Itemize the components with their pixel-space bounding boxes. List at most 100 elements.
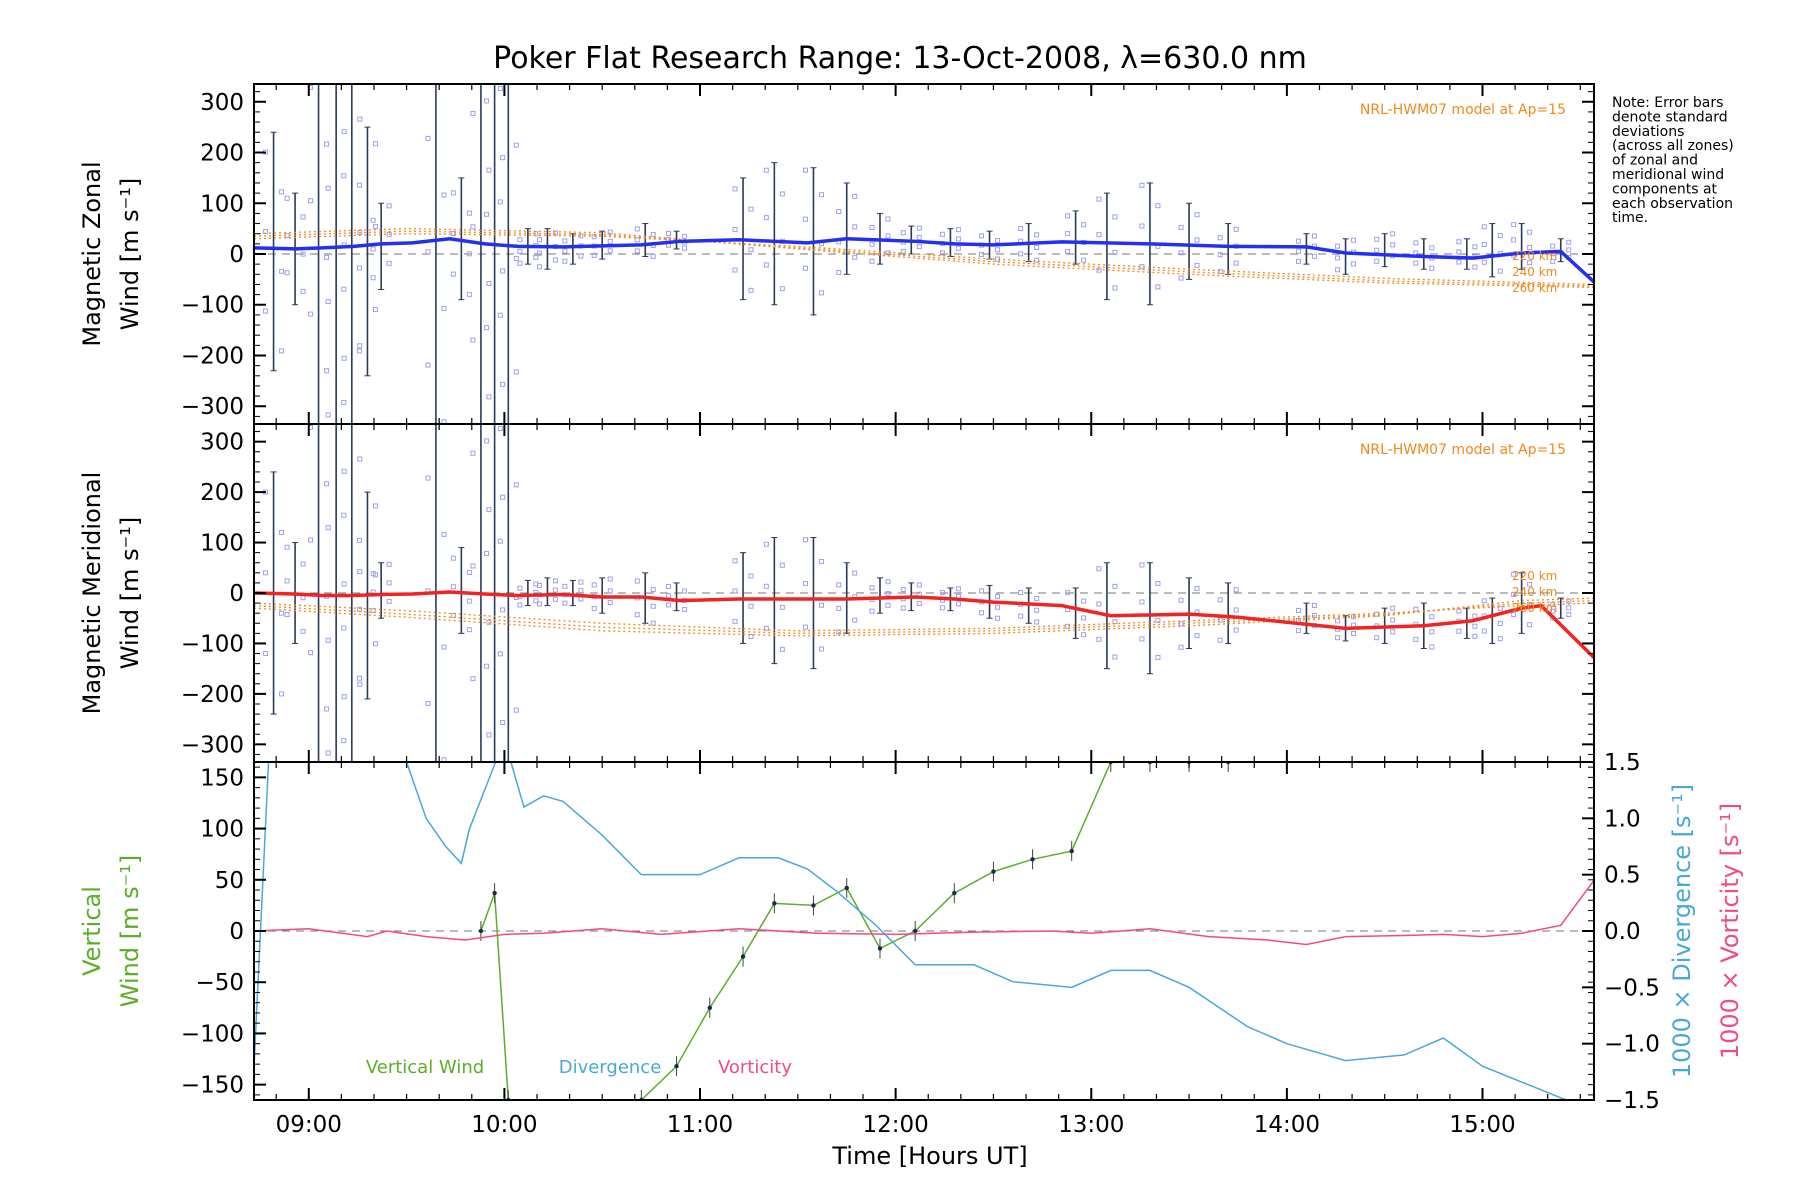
vertical-wind-point (952, 890, 957, 896)
scatter-point (1139, 182, 1145, 188)
scatter-point (1096, 232, 1102, 238)
scatter-point (552, 578, 558, 584)
scatter-point (578, 588, 584, 594)
vertical-wind-point (912, 928, 918, 934)
scatter-point (1155, 654, 1161, 660)
scatter-point (885, 216, 891, 222)
model-altitude-label: 260 km (1512, 601, 1557, 615)
scatter-point (1511, 571, 1517, 577)
scatter-point (562, 583, 568, 589)
scatter-point (1295, 238, 1301, 244)
scatter-point (979, 588, 985, 594)
scatter-point (533, 598, 539, 604)
scatter-point (517, 602, 523, 608)
y-tick-label: −100 (181, 1021, 244, 1047)
scatter-point (900, 248, 906, 254)
note-line: of zonal and (1612, 153, 1698, 169)
scatter-point (1139, 599, 1145, 605)
scatter-point (341, 286, 347, 292)
vertical-wind-point (707, 1005, 712, 1011)
model-line (254, 597, 1594, 637)
right-y-tick-label: −1.0 (1604, 1032, 1660, 1058)
scatter-point (591, 605, 597, 611)
scatter-point (484, 438, 490, 444)
scatter-point (869, 258, 875, 264)
scatter-point (779, 604, 785, 610)
scatter-point (284, 544, 290, 550)
scatter-point (517, 248, 523, 254)
scatter-point (939, 605, 945, 611)
scatter-point (536, 237, 542, 243)
scatter-point (1065, 623, 1071, 629)
scatter-point (341, 625, 347, 631)
vorticity-axis-label: 1000 × Vorticity [s⁻¹] (1716, 803, 1744, 1059)
scatter-point (1374, 635, 1380, 641)
scatter-point (497, 199, 503, 205)
scatter-point (300, 214, 306, 220)
x-axis-label: Time [Hours UT] (831, 1142, 1027, 1170)
scatter-point (885, 602, 891, 608)
scatter-point (441, 192, 447, 198)
scatter-point (852, 570, 858, 576)
scatter-point (370, 275, 376, 281)
scatter-point (578, 253, 584, 259)
scatter-point (900, 230, 906, 236)
scatter-point (284, 612, 290, 618)
y-tick-label: −200 (181, 682, 244, 708)
note-line: (across all zones) (1612, 138, 1734, 154)
vertical-wind-point (1030, 857, 1035, 862)
scatter-point (341, 512, 347, 518)
scatter-point (425, 249, 431, 255)
scatter-point (1018, 226, 1024, 231)
scatter-point (1311, 253, 1317, 259)
scatter-point (607, 248, 613, 254)
scatter-point (1155, 617, 1161, 623)
scatter-point (1295, 607, 1301, 613)
scatter-point (372, 503, 378, 509)
scatter-point (500, 494, 506, 500)
scatter-point (666, 230, 672, 236)
scatter-point (818, 290, 824, 296)
scatter-point (1374, 236, 1380, 242)
scatter-point (1112, 214, 1118, 220)
scatter-point (308, 650, 314, 656)
scatter-point (466, 569, 472, 575)
model-altitude-label: 240 km (1512, 265, 1557, 279)
model-label: NRL-HWM07 model at Ap=15 (1360, 442, 1566, 458)
scatter-point (836, 269, 842, 275)
scatter-point (1112, 285, 1118, 291)
scatter-point (1081, 257, 1087, 263)
scatter-point (513, 707, 519, 713)
scatter-point (1217, 597, 1223, 603)
y-tick-label: 0 (229, 919, 244, 945)
scatter-point (1390, 617, 1396, 623)
scatter-point (325, 525, 331, 531)
scatter-point (470, 676, 476, 682)
scatter-point (1390, 231, 1396, 237)
scatter-point (682, 588, 688, 594)
plot-area-vertical (254, 762, 1594, 1100)
scatter-point (425, 700, 431, 706)
scatter-point (279, 189, 285, 195)
note-line: components at (1612, 181, 1718, 197)
y-axis-label: Magnetic Meridional (78, 472, 106, 715)
panel-meridional: 220 km 240 km 260 km NRL-HWM07 model at Ap=… (78, 423, 1595, 763)
scatter-point (425, 362, 431, 368)
x-tick-label: 10:00 (471, 1112, 537, 1138)
scatter-point (732, 186, 738, 192)
model-line (254, 227, 1594, 289)
scatter-point (1413, 260, 1419, 266)
scatter-point (486, 394, 492, 400)
scatter-point (1497, 636, 1503, 642)
scatter-point (666, 583, 672, 589)
scatter-point (1194, 212, 1200, 218)
scatter-point (650, 231, 656, 237)
scatter-point (1295, 628, 1301, 634)
scatter-point (607, 588, 613, 594)
scatter-point (470, 450, 476, 456)
y-tick-label: 300 (200, 430, 244, 456)
scatter-point (536, 582, 542, 588)
note-line: denote standard (1612, 109, 1728, 125)
vertical-wind-point (478, 928, 484, 934)
scatter-point (916, 600, 922, 606)
